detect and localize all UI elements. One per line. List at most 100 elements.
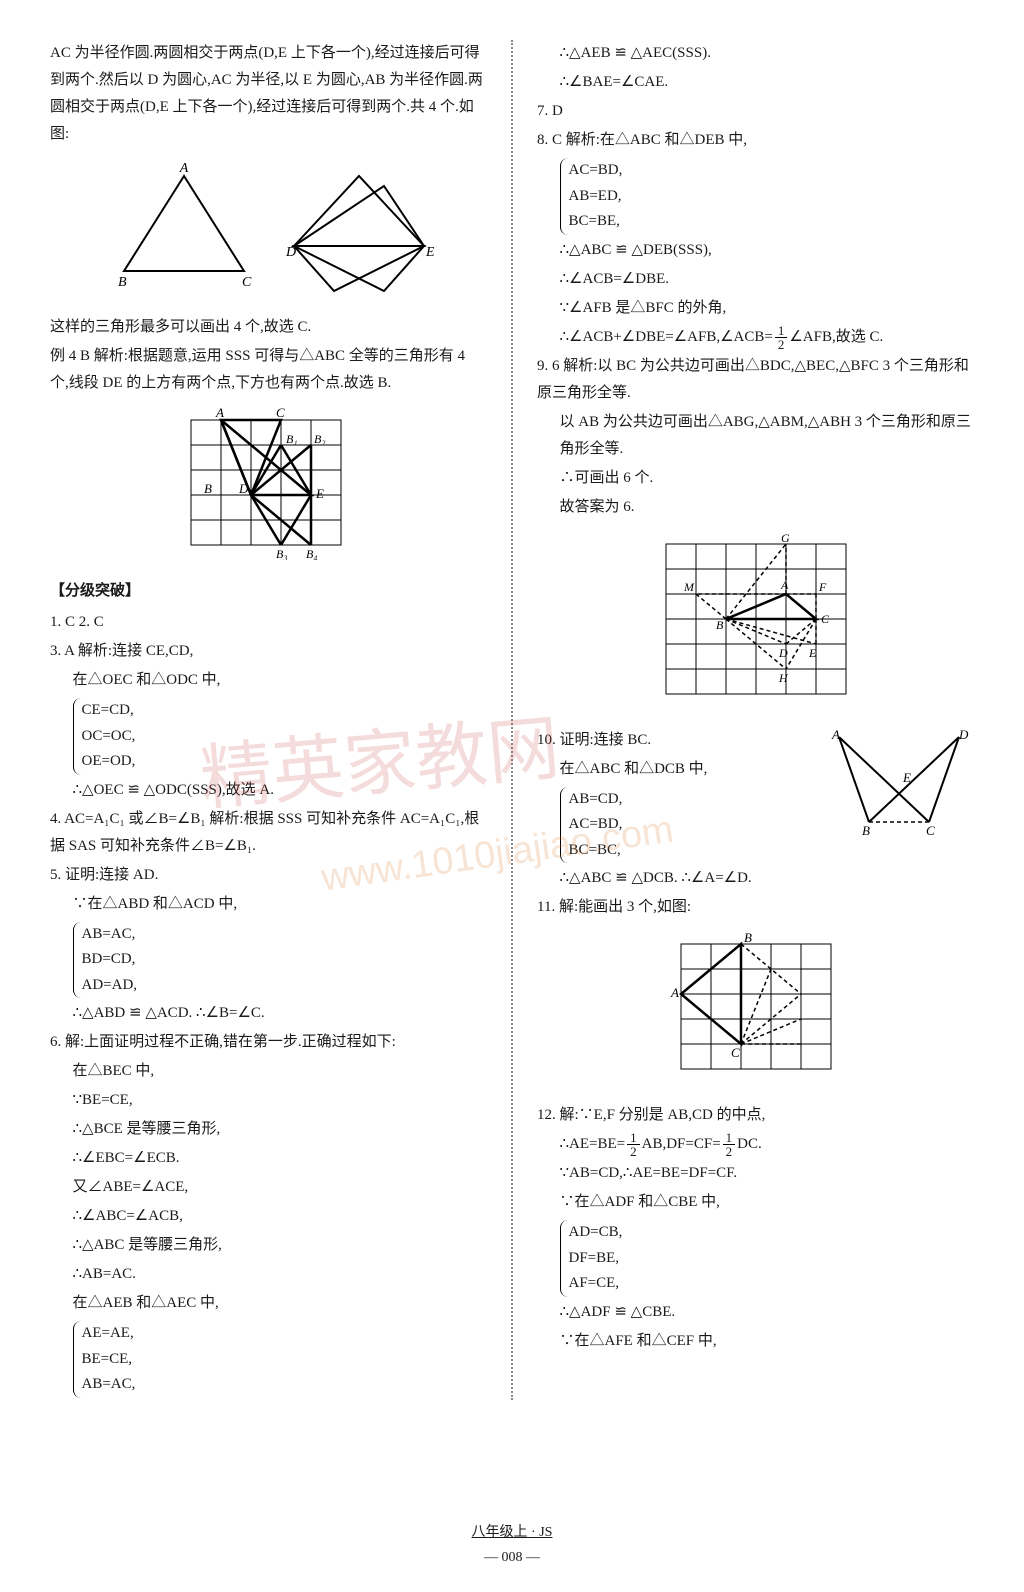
- svg-text:B₃: B₃: [276, 547, 288, 560]
- footer-line2: — 008 —: [0, 1545, 1024, 1570]
- q6-c: ∵BE=CE,: [50, 1087, 487, 1114]
- svg-text:M: M: [683, 580, 695, 594]
- r10-eq2: AC=BD,: [569, 812, 623, 838]
- r12b-post: DC.: [737, 1136, 762, 1152]
- frac-half-3: 12: [723, 1131, 736, 1158]
- svg-text:B: B: [118, 275, 127, 290]
- q3-eq2: OC=OC,: [82, 724, 136, 750]
- q3-line1: 3. A 解析:连接 CE,CD,: [50, 638, 487, 665]
- svg-text:B₁: B₁: [286, 432, 298, 446]
- q5-brace: AB=AC, BD=CD, AD=AD,: [73, 922, 138, 999]
- footer-line1: 八年级上 · JS: [0, 1520, 1024, 1545]
- svg-text:E: E: [902, 770, 911, 785]
- left-p2: 例 4 B 解析:根据题意,运用 SSS 可得与△ABC 全等的三角形有 4 个…: [50, 343, 487, 397]
- svg-text:C: C: [242, 275, 252, 290]
- svg-text:C: C: [821, 612, 830, 626]
- q3-eq1: CE=CD,: [82, 698, 136, 724]
- svg-text:B: B: [744, 930, 752, 945]
- svg-text:C: C: [276, 405, 285, 420]
- r8-eq2: AB=ED,: [569, 184, 623, 210]
- q5-eq1: AB=AC,: [82, 922, 138, 948]
- svg-text:A: A: [831, 727, 840, 742]
- r12c: ∵AB=CD,∴AE=BE=DF=CF.: [537, 1160, 974, 1187]
- q6-eq3: AB=AC,: [82, 1372, 136, 1398]
- r8c: ∴∠ACB=∠DBE.: [537, 266, 974, 293]
- r9c: ∴可画出 6 个.: [537, 465, 974, 492]
- two-column-layout: AC 为半径作圆.两圆相交于两点(D,E 上下各一个),经过连接后可得到两个.然…: [50, 40, 974, 1400]
- r10-eq3: BC=BC,: [569, 838, 623, 864]
- figure-2: A C B₁ B₂ B D E B₃ B₄: [50, 405, 487, 570]
- r10-eq1: AB=CD,: [569, 787, 623, 813]
- r12-eq3: AF=CE,: [569, 1271, 623, 1297]
- r12b-pre: ∴AE=BE=: [560, 1136, 626, 1152]
- q6-h: ∴△ABC 是等腰三角形,: [50, 1232, 487, 1259]
- svg-text:A: A: [215, 405, 224, 420]
- r12b-mid: AB,DF=CF=: [642, 1136, 721, 1152]
- r12d: ∵在△ADF 和△CBE 中,: [537, 1189, 974, 1216]
- r9b: 以 AB 为公共边可画出△ABG,△ABM,△ABH 3 个三角形和原三角形全等…: [537, 409, 974, 463]
- frac-half-1: 12: [775, 324, 788, 351]
- r10-brace: AB=CD, AC=BD, BC=BC,: [560, 787, 623, 864]
- svg-text:C: C: [926, 823, 935, 837]
- q5-eq2: BD=CD,: [82, 947, 138, 973]
- r12-eq2: DF=BE,: [569, 1246, 623, 1272]
- svg-text:B₄: B₄: [306, 547, 318, 560]
- svg-text:A: A: [780, 578, 789, 592]
- q6-j: 在△AEB 和△AEC 中,: [50, 1290, 487, 1317]
- column-divider: [511, 40, 513, 1400]
- r0a: ∴△AEB ≌ △AEC(SSS).: [537, 40, 974, 67]
- svg-text:B: B: [204, 481, 212, 496]
- r9d: 故答案为 6.: [537, 494, 974, 521]
- q4: 4. AC=A₁C₁ 或∠B=∠B₁ 解析:根据 SSS 可知补充条件 AC=A…: [50, 806, 487, 860]
- q3-conclusion: ∴△OEC ≌ △ODC(SSS),故选 A.: [50, 777, 487, 804]
- r8-eq1: AC=BD,: [569, 158, 623, 184]
- svg-text:F: F: [818, 580, 827, 594]
- figure-4: A D E B C: [824, 727, 974, 847]
- q6-brace: AE=AE, BE=CE, AB=AC,: [73, 1321, 136, 1398]
- r8e-post: ∠AFB,故选 C.: [789, 329, 883, 345]
- r12b: ∴AE=BE=12AB,DF=CF=12DC.: [537, 1131, 974, 1158]
- r8d: ∵∠AFB 是△BFC 的外角,: [537, 295, 974, 322]
- figure-5: B A C: [537, 929, 974, 1094]
- q5-eq3: AD=AD,: [82, 973, 138, 999]
- svg-text:D: D: [238, 481, 249, 496]
- q10-block: A D E B C 10. 证明:连接 BC. 在△ABC 和△DCB 中, A…: [537, 727, 974, 895]
- q1-q2: 1. C 2. C: [50, 609, 487, 636]
- svg-text:E: E: [425, 245, 434, 260]
- r12e: ∴△ADF ≌ △CBE.: [537, 1299, 974, 1326]
- q3-eq3: OE=OD,: [82, 749, 136, 775]
- q3-line2: 在△OEC 和△ODC 中,: [50, 667, 487, 694]
- r8e-pre: ∴∠ACB+∠DBE=∠AFB,∠ACB=: [560, 329, 773, 345]
- left-column: AC 为半径作圆.两圆相交于两点(D,E 上下各一个),经过连接后可得到两个.然…: [50, 40, 487, 1400]
- q6-f: 又∠ABE=∠ACE,: [50, 1174, 487, 1201]
- q6-b: 在△BEC 中,: [50, 1058, 487, 1085]
- q5-line1: 5. 证明:连接 AD.: [50, 862, 487, 889]
- svg-text:H: H: [778, 671, 789, 685]
- q6-g: ∴∠ABC=∠ACB,: [50, 1203, 487, 1230]
- figure-3: G M A F B C D E H: [537, 529, 974, 719]
- r8e: ∴∠ACB+∠DBE=∠AFB,∠ACB=12∠AFB,故选 C.: [537, 324, 974, 351]
- section-heading: 【分级突破】: [50, 578, 487, 605]
- svg-text:D: D: [285, 245, 296, 260]
- svg-text:C: C: [731, 1045, 740, 1060]
- r12f: ∵在△AFE 和△CEF 中,: [537, 1328, 974, 1355]
- r12-brace: AD=CB, DF=BE, AF=CE,: [560, 1220, 623, 1297]
- q6-e: ∴∠EBC=∠ECB.: [50, 1145, 487, 1172]
- svg-text:D: D: [778, 646, 788, 660]
- r10c: ∴△ABC ≌ △DCB. ∴∠A=∠D.: [537, 865, 974, 892]
- r0b: ∴∠BAE=∠CAE.: [537, 69, 974, 96]
- r11a: 11. 解:能画出 3 个,如图:: [537, 894, 974, 921]
- svg-text:A: A: [178, 161, 188, 176]
- r9a: 9. 6 解析:以 BC 为公共边可画出△BDC,△BEC,△BFC 3 个三角…: [537, 353, 974, 407]
- r8-eq3: BC=BE,: [569, 209, 623, 235]
- page-footer: 八年级上 · JS — 008 —: [0, 1520, 1024, 1570]
- r7: 7. D: [537, 98, 974, 125]
- frac-half-2: 12: [627, 1131, 640, 1158]
- q6-line1: 6. 解:上面证明过程不正确,错在第一步.正确过程如下:: [50, 1029, 487, 1056]
- q6-d: ∴△BCE 是等腰三角形,: [50, 1116, 487, 1143]
- figure-1: A B C D E: [50, 156, 487, 306]
- svg-text:E: E: [808, 646, 817, 660]
- svg-text:A: A: [670, 985, 679, 1000]
- svg-text:E: E: [315, 486, 324, 501]
- q3-brace: CE=CD, OC=OC, OE=OD,: [73, 698, 136, 775]
